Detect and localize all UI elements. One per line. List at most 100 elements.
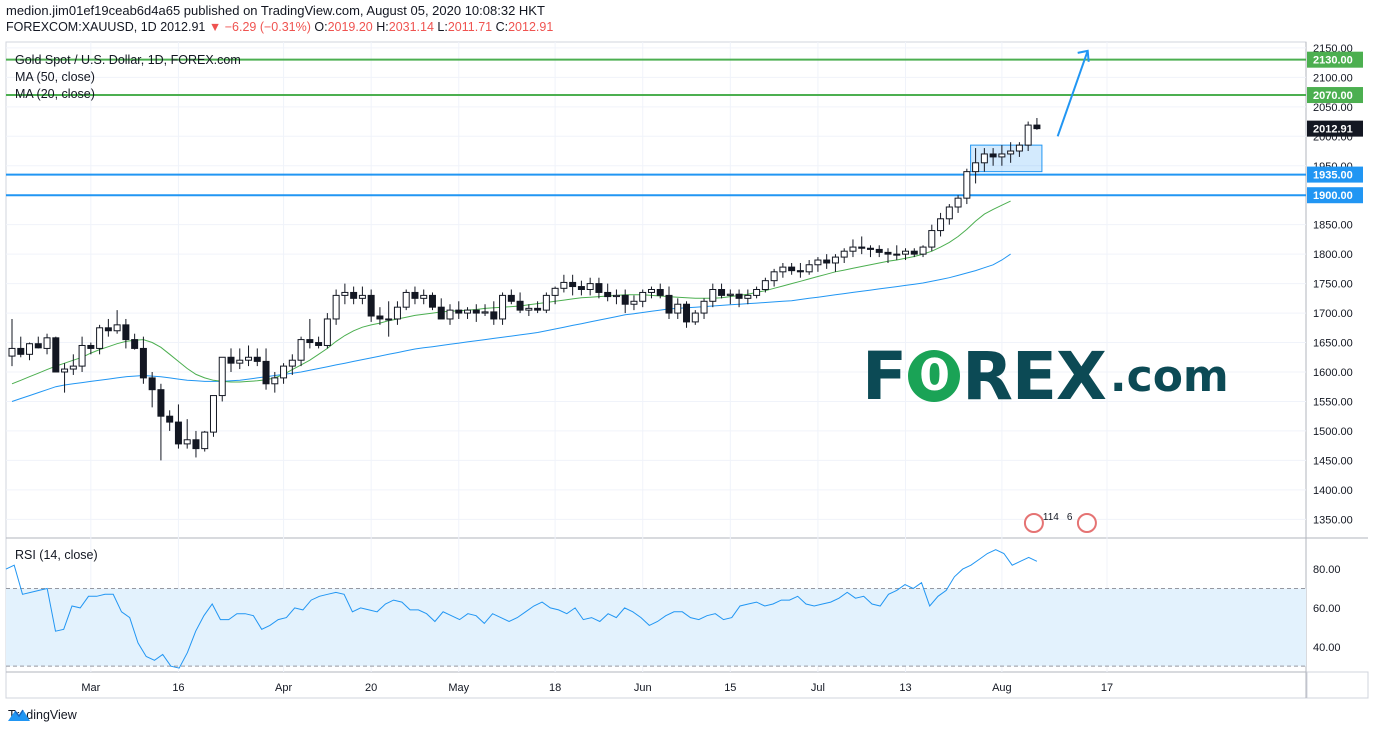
candle-body [271,377,279,385]
price-tick-label: 1450.00 [1313,455,1353,467]
candle-body [507,294,515,302]
time-tick-label: Jul [811,682,825,694]
candle-body [472,309,480,314]
candle-body [113,324,121,332]
candle-body [280,365,288,379]
price-tick-label: 1600.00 [1313,367,1353,379]
candle-body [840,250,848,258]
candle-body [604,291,612,298]
candle-body [411,291,419,299]
candle-body [236,359,244,364]
candle-body [253,356,261,362]
candle-body [586,283,594,291]
price-tick-label: 1550.00 [1313,396,1353,408]
candle-body [893,253,901,256]
candle-body [963,171,971,199]
event-count: 114 [1043,512,1059,523]
time-tick-label: 17 [1101,682,1113,694]
candle-body [972,162,980,173]
price-tick-label: 1650.00 [1313,338,1353,350]
candle-body [69,365,77,370]
candle-body [464,309,472,314]
candle-body [446,309,454,320]
resistance-2070-tag [1307,87,1363,104]
candle-body [551,287,559,296]
time-tick-label: 16 [172,682,184,694]
candle-body [192,439,200,450]
candle-body [542,294,550,311]
candle-body [656,289,664,296]
support-1900-label: 1900.00 [1313,190,1353,202]
candle-body [814,259,822,266]
candle-body [385,318,393,321]
ohlc-line: FOREXCOM:XAUUSD, 1D 2012.91 ▼ −6.29 (−0.… [6,19,553,35]
candle-body [201,431,209,450]
forex-watermark: F 0 REX .com [862,338,1262,415]
time-tick-label: 13 [899,682,911,694]
candle-body [227,356,235,364]
candle-body [770,271,778,282]
candle-body [428,294,436,308]
candle-body [17,347,25,355]
candle-body [139,347,147,379]
time-tick-label: Mar [81,682,100,694]
rsi-tick-label: 60.00 [1313,603,1341,615]
candle-body [761,280,769,290]
candle-body [709,289,717,302]
candle-body [691,312,699,323]
resistance-2130-tag [1307,51,1363,68]
candle-body [332,294,340,320]
high-value: 2031.14 [388,20,434,34]
candle-body [954,197,962,208]
time-tick-label: May [448,682,469,694]
time-tick-label: Apr [275,682,292,694]
price-tick-label: 2100.00 [1313,72,1353,84]
candle-body [902,250,910,255]
candle-body [919,246,927,255]
watermark-o: 0 [908,350,961,402]
candle-body [393,306,401,320]
rsi-tick-label: 40.00 [1313,642,1341,654]
candle-body [683,303,691,323]
symbol-label: FOREXCOM:XAUUSD, 1D [6,20,157,34]
candle-body [1033,124,1041,130]
candle-body [823,259,831,264]
open-value: 2019.20 [327,20,373,34]
candle-body [183,439,191,445]
tradingview-footer[interactable]: TradingView [8,708,77,722]
support-1935-label: 1935.00 [1313,170,1353,182]
candle-body [323,318,331,346]
watermark-rex: REX [962,337,1107,415]
time-tick-label: Jun [634,682,652,694]
candle-body [560,281,568,289]
candle-body [297,339,305,361]
low-value: 2011.71 [447,20,493,34]
candle-body [1015,144,1023,152]
candle-body [420,294,428,299]
candle-body [621,294,629,305]
projection-arrow-line [1056,50,1089,137]
candle-body [367,294,375,317]
candle-body [315,342,323,346]
candle-body [376,315,384,320]
candle-body [288,359,296,367]
support-1935-tag [1307,166,1363,183]
candle-body [358,294,366,299]
price-tick-label: 1500.00 [1313,426,1353,438]
time-tick-label: Aug [992,682,1012,694]
watermark-com: .com [1109,350,1229,402]
candle-body [490,311,498,320]
chart-header: medion.jim01ef19ceab6d4a65 published on … [6,3,553,35]
candle-body [945,206,953,220]
candle-body [735,293,743,299]
candle-body [875,248,883,253]
event-flag-icon [1023,513,1044,533]
candle-body [26,343,34,355]
candle-body [516,300,524,311]
candle-body [884,251,892,255]
candle-body [744,294,752,299]
candle-body [831,256,839,264]
price-tick-label: 1800.00 [1313,249,1353,261]
